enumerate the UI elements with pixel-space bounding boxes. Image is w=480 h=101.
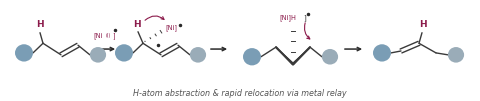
Circle shape [15, 44, 33, 62]
Circle shape [190, 47, 206, 63]
FancyArrowPatch shape [304, 23, 310, 39]
Polygon shape [276, 47, 294, 64]
Text: H: H [36, 20, 44, 29]
Circle shape [90, 47, 106, 63]
Text: (I): (I) [106, 33, 111, 38]
Circle shape [448, 47, 464, 63]
Circle shape [373, 44, 391, 62]
Polygon shape [292, 47, 310, 64]
FancyArrowPatch shape [145, 16, 164, 20]
Text: H-atom abstraction & rapid relocation via metal relay: H-atom abstraction & rapid relocation vi… [133, 89, 347, 98]
Text: H: H [419, 20, 427, 29]
Circle shape [115, 44, 133, 62]
Text: ]: ] [303, 14, 306, 21]
Text: H: H [133, 20, 141, 29]
Text: [Ni]H: [Ni]H [279, 14, 297, 21]
Circle shape [243, 48, 261, 65]
Text: [Ni]: [Ni] [165, 24, 177, 31]
Text: [Ni: [Ni [94, 33, 103, 39]
Circle shape [322, 49, 338, 65]
Text: ]: ] [112, 33, 115, 39]
